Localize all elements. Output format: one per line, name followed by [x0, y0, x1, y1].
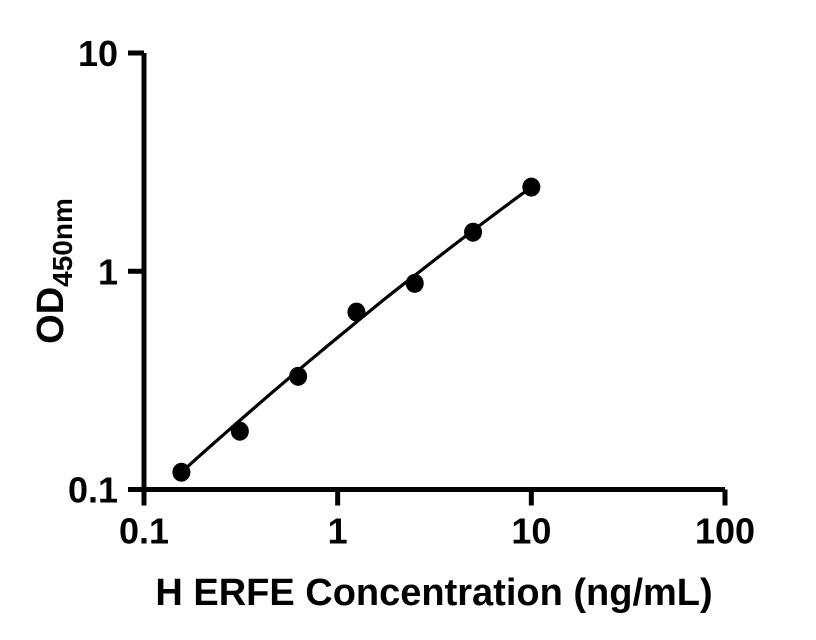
- axis-tick-labels: 0.1 1 10 0.1 1 10 100: [68, 33, 755, 552]
- x-tick-label: 10: [511, 511, 551, 552]
- axes: [141, 53, 726, 492]
- data-point: [172, 462, 191, 482]
- data-points-layer: [172, 177, 541, 482]
- y-tick-label: 10: [78, 33, 118, 74]
- x-tick-label: 0.1: [119, 511, 169, 552]
- x-tick-label: 100: [695, 511, 755, 552]
- data-point: [405, 273, 424, 293]
- x-tick-label: 1: [328, 511, 348, 552]
- data-point: [289, 366, 308, 386]
- y-axis-title-main: OD: [30, 287, 72, 344]
- y-axis-title-subscript: 450nm: [47, 198, 78, 287]
- data-point: [464, 222, 483, 242]
- y-axis-title: OD450nm: [30, 198, 78, 344]
- x-axis-title: H ERFE Concentration (ng/mL): [155, 572, 712, 614]
- axis-lines: [141, 53, 726, 492]
- data-point: [522, 177, 541, 197]
- data-point: [347, 302, 366, 322]
- y-tick-label: 1: [98, 251, 118, 292]
- axis-ticks: [128, 50, 728, 506]
- y-tick-label: 0.1: [68, 470, 118, 511]
- data-point: [230, 421, 249, 441]
